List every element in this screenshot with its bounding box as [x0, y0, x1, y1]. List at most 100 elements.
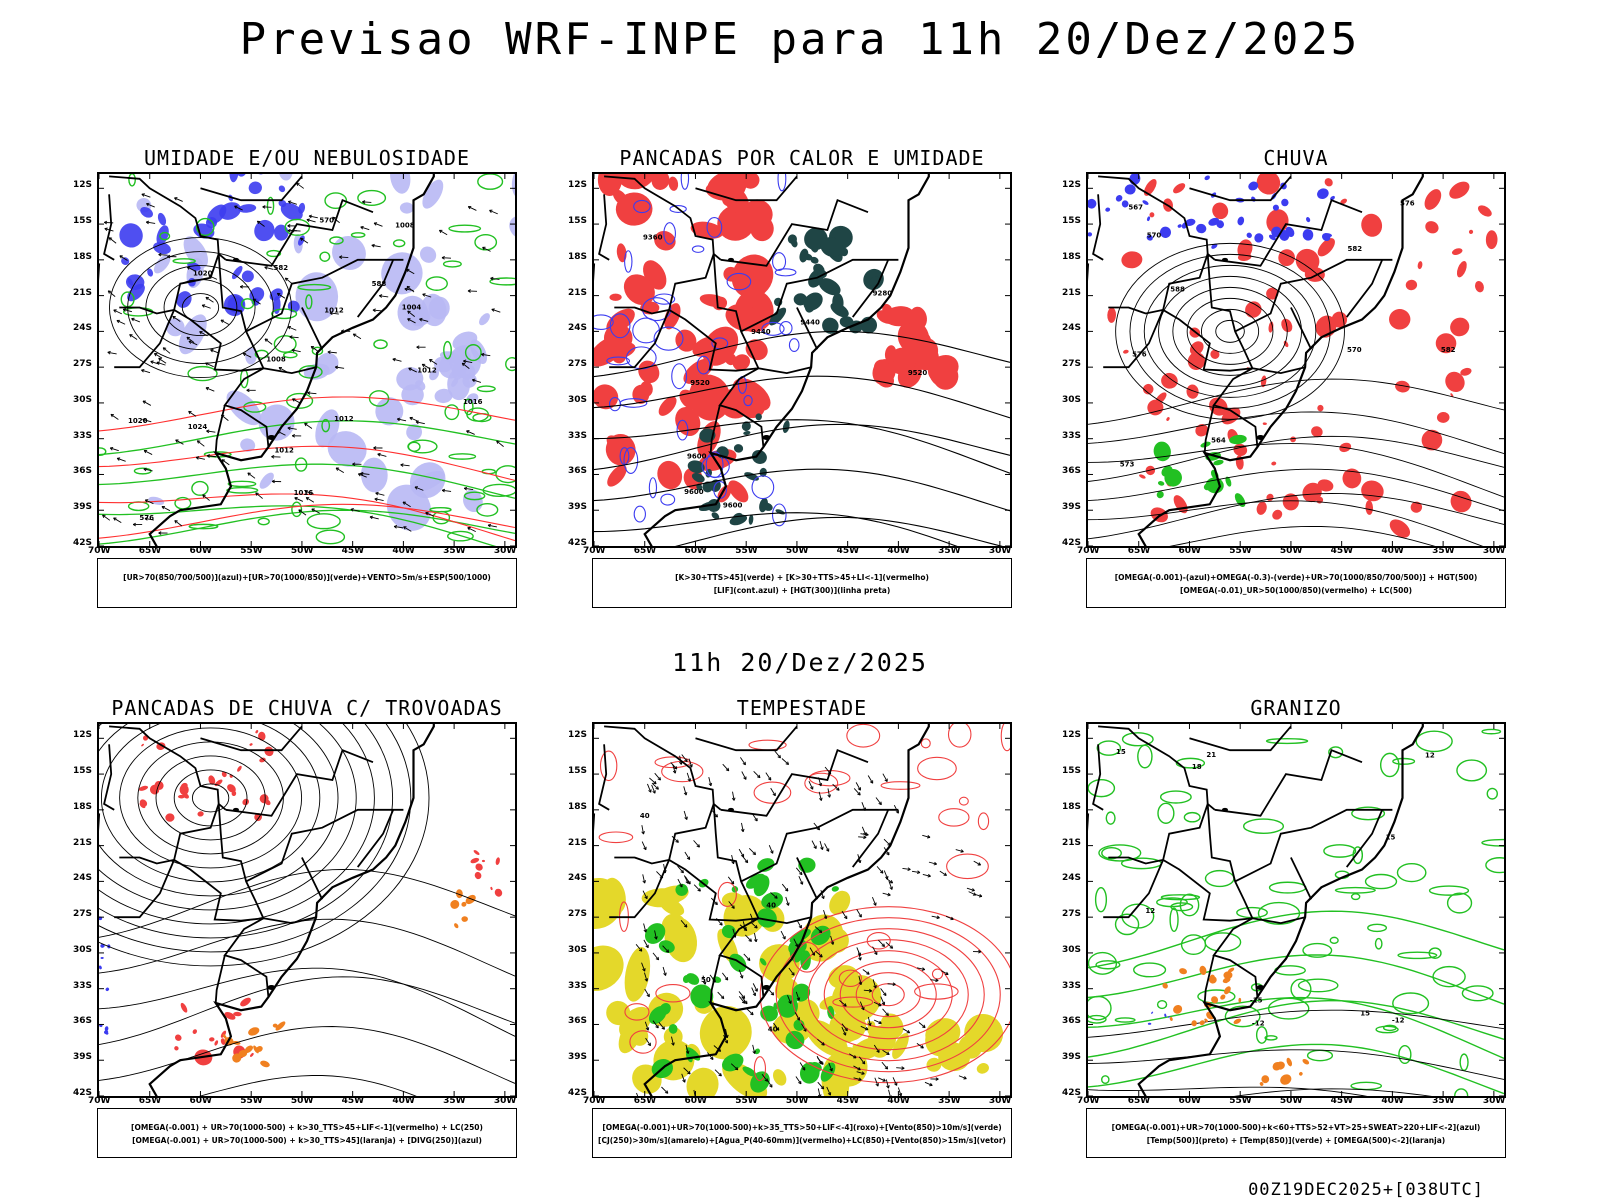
run-time-footer: 00Z19DEC2025+[038UTC]: [1248, 1180, 1484, 1200]
lon-tick-label: 55W: [240, 1096, 263, 1106]
lat-tick-label: 30S: [1062, 944, 1082, 955]
lon-tick-label: 70W: [88, 1096, 111, 1106]
panel-chuva: CHUVA 588 582 576 570 576 570 573 582 567 564 [OM…: [1062, 146, 1506, 626]
contour-label: 1012: [334, 415, 354, 423]
panel-pancadas-calor: PANCADAS POR CALOR E UMIDADE 9600 9600 952…: [568, 146, 1012, 626]
map-area[interactable]: 9600 9600 9520 9520 9440 9440 9360 9280 9600: [592, 172, 1012, 548]
contour-label: 40: [640, 812, 650, 820]
coastline: [99, 724, 435, 1096]
lat-tick-label: 33S: [1062, 430, 1082, 441]
contour-label: 576: [139, 514, 154, 522]
coastline: [594, 174, 930, 546]
lat-tick-label: 30S: [73, 394, 93, 405]
lat-tick-label: 27S: [1062, 909, 1082, 920]
contour-label: 1020: [128, 417, 148, 425]
contour-label: 1012: [324, 306, 344, 314]
lat-tick-label: 12S: [1062, 180, 1082, 191]
coastline: [594, 724, 930, 1096]
lat-tick-label: 21S: [1062, 837, 1082, 848]
lat-tick-label: 42S: [1062, 1088, 1082, 1098]
lat-tick-label: 21S: [73, 287, 93, 298]
lat-tick-label: 18S: [73, 801, 93, 812]
lon-tick-label: 40W: [392, 546, 415, 556]
lat-tick-label: 27S: [73, 359, 93, 370]
map-area[interactable]: 588 582 576 570 576 570 573 582 567 564: [1086, 172, 1506, 548]
contour-label: 9520: [908, 369, 928, 377]
legend-line: [OMEGA(-0.001) + UR>70(1000-500) + k>30_…: [132, 1136, 482, 1145]
lon-tick-label: 70W: [1077, 546, 1100, 556]
contour-label: 9600: [684, 488, 704, 496]
contour-label: 582: [1441, 346, 1456, 354]
lon-tick-label: 50W: [290, 1096, 314, 1106]
contour-label: 576: [1132, 351, 1147, 359]
lat-tick-label: 39S: [73, 502, 93, 513]
lon-tick-label: 45W: [836, 1096, 860, 1106]
panel-legend: [K>30+TTS>45](verde) + [K>30+TTS>45+LI<-…: [592, 558, 1012, 608]
lat-tick-label: 24S: [1062, 873, 1082, 884]
lon-tick-label: 70W: [583, 1096, 606, 1106]
legend-line: [OMEGA(-0.001)-(azul)+OMEGA(-0.3)-(verde…: [1114, 573, 1478, 582]
lat-tick-label: 27S: [73, 909, 93, 920]
lon-tick-label: 55W: [735, 1096, 758, 1106]
lat-tick-label: 24S: [73, 323, 93, 334]
contour-label: 588: [1170, 286, 1185, 294]
lat-tick-label: 12S: [568, 730, 588, 741]
lon-tick-label: 30W: [988, 1096, 1012, 1106]
lat-tick-label: 42S: [568, 538, 588, 548]
lat-tick-label: 36S: [73, 1016, 93, 1027]
contour-label: 570: [1347, 346, 1362, 354]
contour-label: 1004: [402, 303, 422, 311]
lat-tick-label: 30S: [73, 944, 93, 955]
panel-legend: [OMEGA(-0.001)+UR>70(1000-500)+k>35_TTS>…: [592, 1108, 1012, 1158]
lon-tick-label: 65W: [633, 1096, 657, 1106]
contour-label: -15: [1250, 997, 1263, 1005]
lat-tick-label: 18S: [568, 251, 588, 262]
legend-line: [K>30+TTS>45](verde) + [K>30+TTS>45+LI<-…: [675, 573, 929, 582]
lat-tick-label: 33S: [568, 430, 588, 441]
contour-label: 588: [372, 280, 387, 288]
panel-legend: [OMEGA(-0.001)+UR>70(1000-500)+k<60+TTS>…: [1086, 1108, 1506, 1158]
lon-tick-label: 55W: [240, 546, 263, 556]
lat-tick-label: 33S: [73, 980, 93, 991]
lon-tick-label: 45W: [1330, 546, 1354, 556]
map-area[interactable]: 1012 1012 1012 1016 1008 1008 1020 1024 1020 1012…: [97, 172, 517, 548]
lon-tick-label: 50W: [785, 546, 809, 556]
lon-tick-label: 40W: [1381, 1096, 1404, 1106]
lat-tick-label: 33S: [73, 430, 93, 441]
lon-tick-label: 60W: [189, 546, 212, 556]
contour-label: 9440: [751, 328, 771, 336]
contour-label: 15: [1386, 834, 1396, 842]
contour-label: 582: [274, 264, 289, 272]
lon-tick-label: 50W: [1279, 1096, 1303, 1106]
lat-tick-label: 12S: [73, 180, 93, 191]
lon-tick-label: 60W: [1178, 1096, 1201, 1106]
lon-tick-label: 60W: [189, 1096, 212, 1106]
lon-tick-label: 50W: [785, 1096, 809, 1106]
lat-tick-label: 36S: [568, 1016, 588, 1027]
lat-tick-label: 42S: [73, 1088, 93, 1098]
contour-label: 570: [319, 216, 334, 224]
map-area[interactable]: 15 15 12 -12 -15 15 12 18 21 -12: [1086, 722, 1506, 1098]
map-area[interactable]: 40 40 50 40: [592, 722, 1012, 1098]
lat-tick-label: 33S: [568, 980, 588, 991]
lat-tick-label: 12S: [1062, 730, 1082, 741]
lon-tick-label: 30W: [493, 546, 517, 556]
lon-tick-label: 65W: [1127, 546, 1151, 556]
map-area[interactable]: [97, 722, 517, 1098]
lon-tick-label: 65W: [138, 1096, 162, 1106]
lat-tick-label: 15S: [73, 216, 93, 227]
lon-tick-label: 65W: [633, 546, 657, 556]
lon-tick-label: 35W: [443, 546, 466, 556]
lat-tick-label: 15S: [1062, 216, 1082, 227]
contour-label: 1016: [294, 489, 314, 497]
lat-tick-label: 12S: [73, 730, 93, 741]
lat-tick-label: 18S: [568, 801, 588, 812]
panel-legend: [UR>70(850/700/500)](azul)+[UR>70(1000/8…: [97, 558, 517, 608]
lon-tick-label: 65W: [1127, 1096, 1151, 1106]
contour-label: 1020: [193, 269, 213, 277]
lon-tick-label: 50W: [290, 546, 314, 556]
lat-tick-label: 18S: [1062, 251, 1082, 262]
lon-tick-label: 35W: [1432, 1096, 1455, 1106]
panel-title: PANCADAS POR CALOR E UMIDADE: [619, 146, 985, 170]
lon-tick-label: 40W: [392, 1096, 415, 1106]
